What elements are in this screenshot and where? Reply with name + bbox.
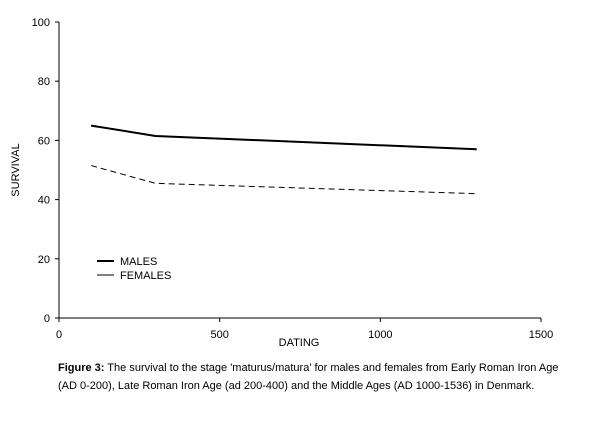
legend-label-males: MALES bbox=[120, 256, 157, 268]
series-layer bbox=[90, 124, 477, 195]
y-axis-title: SURVIVAL bbox=[10, 143, 22, 196]
y-tick-label: 0 bbox=[44, 313, 50, 325]
x-tick-label: 0 bbox=[56, 329, 62, 341]
y-tick-label: 40 bbox=[38, 195, 50, 207]
y-tick-label: 60 bbox=[38, 135, 50, 147]
x-tick-label: 500 bbox=[210, 329, 228, 341]
y-tick-label: 80 bbox=[38, 76, 50, 88]
series-line-females bbox=[91, 165, 477, 195]
legend-label-females: FEMALES bbox=[120, 270, 171, 282]
y-tick-label: 20 bbox=[38, 254, 50, 266]
figure-caption: Figure 3: The survival to the stage 'mat… bbox=[58, 359, 578, 395]
figure-label: Figure 3: bbox=[58, 362, 105, 374]
x-tick-label: 1000 bbox=[368, 329, 392, 341]
legend: MALES FEMALES bbox=[97, 256, 171, 282]
y-tick-label: 100 bbox=[32, 17, 50, 29]
series-line-males bbox=[90, 124, 477, 151]
axes bbox=[58, 22, 541, 319]
x-axis-title: DATING bbox=[279, 337, 320, 349]
x-tick-label: 1500 bbox=[529, 329, 553, 341]
figure-caption-text: The survival to the stage 'maturus/matur… bbox=[58, 362, 559, 392]
